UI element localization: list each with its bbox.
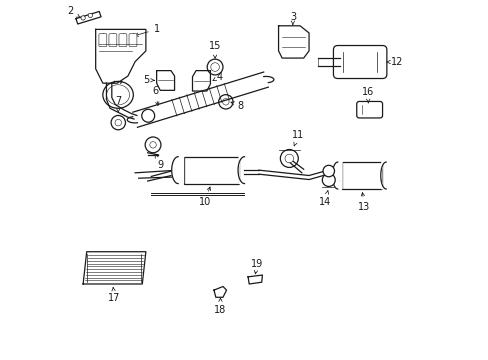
FancyBboxPatch shape bbox=[99, 34, 106, 46]
Text: 17: 17 bbox=[108, 288, 121, 303]
Circle shape bbox=[81, 16, 85, 20]
Text: 9: 9 bbox=[155, 154, 163, 170]
Polygon shape bbox=[332, 162, 341, 189]
FancyBboxPatch shape bbox=[183, 157, 239, 184]
Circle shape bbox=[115, 120, 121, 126]
Text: 19: 19 bbox=[250, 259, 263, 274]
Text: 11: 11 bbox=[291, 130, 304, 146]
Polygon shape bbox=[278, 26, 308, 58]
Polygon shape bbox=[238, 157, 244, 184]
Text: 13: 13 bbox=[358, 193, 370, 212]
FancyBboxPatch shape bbox=[109, 34, 117, 46]
Polygon shape bbox=[76, 12, 101, 24]
Polygon shape bbox=[214, 287, 226, 297]
Circle shape bbox=[322, 174, 335, 186]
Circle shape bbox=[210, 63, 219, 71]
Polygon shape bbox=[96, 30, 145, 83]
Polygon shape bbox=[156, 71, 174, 90]
Circle shape bbox=[285, 154, 293, 163]
FancyBboxPatch shape bbox=[341, 162, 381, 189]
Circle shape bbox=[207, 59, 223, 75]
Circle shape bbox=[149, 141, 156, 148]
Text: 7: 7 bbox=[115, 96, 121, 112]
Ellipse shape bbox=[102, 81, 133, 108]
Polygon shape bbox=[83, 252, 145, 284]
FancyBboxPatch shape bbox=[356, 102, 382, 118]
Text: 3: 3 bbox=[289, 12, 295, 25]
Circle shape bbox=[111, 116, 125, 130]
Text: 12: 12 bbox=[386, 57, 402, 67]
Text: 18: 18 bbox=[214, 298, 226, 315]
Text: 10: 10 bbox=[198, 187, 210, 207]
Polygon shape bbox=[380, 162, 386, 189]
Text: 15: 15 bbox=[208, 41, 221, 58]
FancyBboxPatch shape bbox=[119, 34, 126, 46]
Text: 8: 8 bbox=[230, 101, 244, 111]
Circle shape bbox=[222, 99, 228, 105]
Text: 16: 16 bbox=[361, 87, 374, 103]
Text: 4: 4 bbox=[212, 72, 222, 82]
FancyBboxPatch shape bbox=[129, 34, 137, 46]
FancyBboxPatch shape bbox=[333, 45, 386, 78]
Text: 1: 1 bbox=[135, 24, 160, 36]
Text: 5: 5 bbox=[142, 75, 154, 85]
Text: 2: 2 bbox=[67, 6, 80, 17]
Circle shape bbox=[280, 149, 298, 167]
Polygon shape bbox=[192, 71, 210, 91]
Polygon shape bbox=[247, 275, 262, 284]
Circle shape bbox=[218, 95, 233, 109]
Ellipse shape bbox=[106, 85, 129, 105]
Text: 6: 6 bbox=[152, 86, 159, 105]
Text: 14: 14 bbox=[318, 191, 331, 207]
Circle shape bbox=[145, 137, 161, 153]
Circle shape bbox=[88, 13, 92, 18]
Polygon shape bbox=[171, 157, 183, 184]
Circle shape bbox=[142, 109, 154, 122]
Circle shape bbox=[323, 165, 334, 177]
